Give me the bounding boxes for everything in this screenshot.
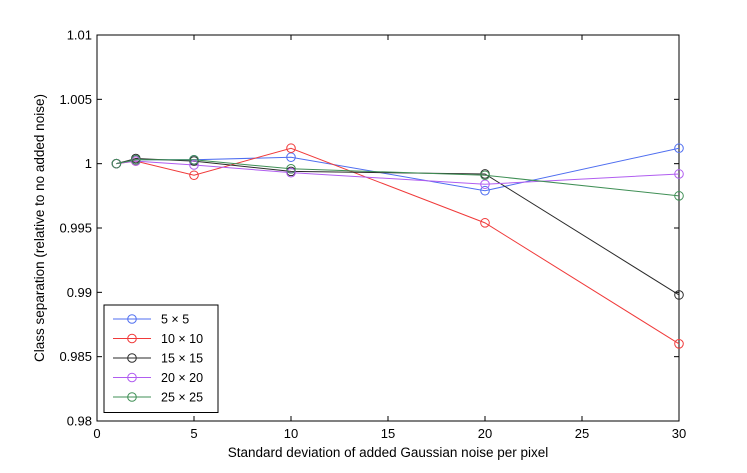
- data-point-series-4: [189, 160, 199, 170]
- legend-marker: [127, 392, 137, 402]
- x-axis-label: Standard deviation of added Gaussian noi…: [228, 445, 548, 460]
- x-tick-label: 10: [284, 426, 298, 441]
- legend-marker: [127, 372, 137, 383]
- legend: 5 × 5 10 × 10 15 × 15 20 × 20 25 × 25: [103, 304, 219, 413]
- x-tick-label: 20: [478, 426, 492, 441]
- legend-marker: [127, 314, 137, 324]
- y-tick-label: 1: [85, 156, 92, 171]
- series-lines: [116, 147, 680, 345]
- y-tick-label: 1.01: [67, 28, 92, 43]
- data-point-series-5: [189, 155, 199, 165]
- legend-box: [103, 304, 219, 413]
- legend-label: 10 × 10: [161, 332, 203, 346]
- data-point-series-5: [286, 164, 296, 174]
- series-markers: [111, 143, 684, 349]
- x-tick-label: 25: [575, 426, 589, 441]
- data-point-series-4: [674, 169, 684, 179]
- y-tick-label: 0.99: [67, 285, 92, 300]
- data-point-series-1: [480, 185, 490, 196]
- data-point-series-2: [674, 339, 684, 349]
- y-tick-label: 0.985: [59, 349, 92, 364]
- data-point-series-5: [131, 155, 141, 165]
- data-point-series-1: [674, 143, 684, 154]
- legend-label: 20 × 20: [161, 371, 203, 385]
- data-point-series-5: [674, 191, 684, 201]
- data-point-series-2: [286, 143, 296, 154]
- legend-label: 15 × 15: [161, 352, 203, 366]
- data-point-series-5: [111, 158, 122, 169]
- y-axis-label: Class separation (relative to no added n…: [32, 94, 47, 362]
- x-tick-label: 15: [381, 426, 395, 441]
- legend-label: 25 × 25: [161, 391, 203, 405]
- axis-ticks: 0 5 10 15 20 25 30 0.98 0.985 0.99 0.995 1 1.005 1.01: [59, 28, 686, 442]
- x-tick-label: 0: [93, 426, 100, 441]
- data-point-series-2: [189, 170, 199, 181]
- y-tick-label: 0.995: [59, 221, 92, 236]
- data-point-series-3: [674, 290, 684, 300]
- legend-label: 5 × 5: [161, 313, 189, 327]
- y-tick-label: 0.98: [67, 414, 92, 429]
- legend-marker: [127, 353, 137, 363]
- data-point-series-2: [480, 218, 490, 228]
- series-line-3: [116, 158, 680, 296]
- data-point-series-4: [286, 167, 296, 178]
- x-tick-label: 5: [190, 426, 197, 441]
- y-tick-label: 1.005: [59, 92, 92, 107]
- data-point-series-5: [480, 170, 490, 181]
- x-tick-label: 30: [672, 426, 686, 441]
- series-line-5: [116, 159, 680, 197]
- legend-marker: [127, 333, 137, 344]
